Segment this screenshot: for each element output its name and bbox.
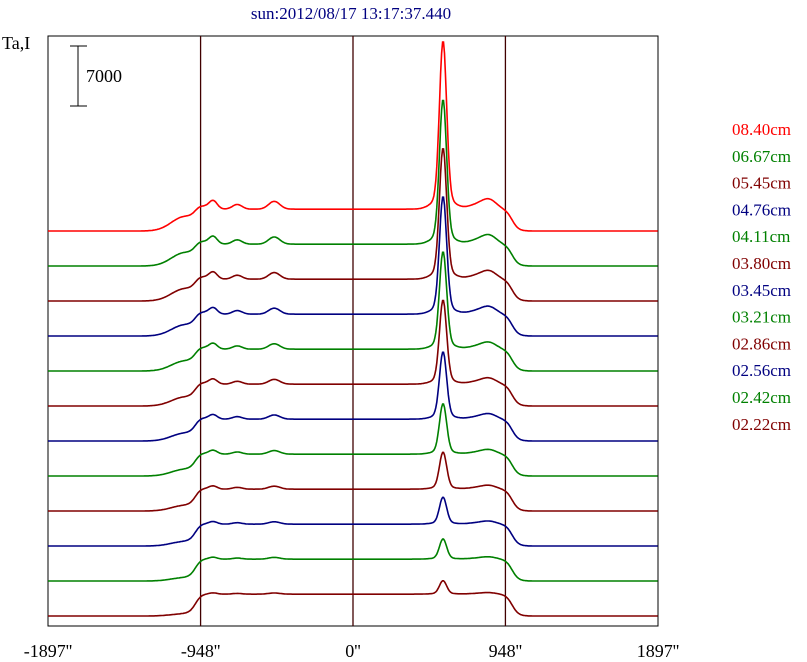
legend-entry: 02.42cm (732, 388, 791, 407)
series-line (48, 538, 658, 582)
series-line (48, 351, 658, 442)
x-tick-label: -948'' (181, 641, 220, 661)
series-line (48, 496, 658, 547)
series-line (48, 299, 658, 407)
legend-entry: 03.45cm (732, 281, 791, 300)
x-tick-label: 948'' (489, 641, 523, 661)
series-line (48, 148, 658, 302)
series-line (48, 41, 658, 232)
legend-entry: 02.86cm (732, 334, 791, 353)
chart-title: sun:2012/08/17 13:17:37.440 (251, 4, 451, 23)
y-axis-label: Ta,I (2, 33, 30, 53)
legend-entry: 08.40cm (732, 120, 791, 139)
scale-bar: 7000 (70, 45, 122, 107)
series-line (48, 251, 658, 372)
series-line (48, 196, 658, 337)
legend-entry: 06.67cm (732, 147, 791, 166)
legend-entry: 02.56cm (732, 361, 791, 380)
series-line (48, 580, 658, 617)
series-line (48, 99, 658, 267)
legend-entry: 03.21cm (732, 308, 791, 327)
series-line (48, 451, 658, 512)
x-tick-label: -1897'' (24, 641, 72, 661)
legend-entry: 03.80cm (732, 254, 791, 273)
x-tick-label: 1897'' (637, 641, 680, 661)
legend-entry: 04.76cm (732, 200, 791, 219)
legend-entry: 04.11cm (732, 227, 790, 246)
scale-bar-label: 7000 (86, 66, 122, 86)
series-line (48, 403, 658, 477)
x-tick-label: 0'' (345, 641, 361, 661)
legend-entry: 05.45cm (732, 174, 791, 193)
legend-entry: 02.22cm (732, 415, 791, 434)
